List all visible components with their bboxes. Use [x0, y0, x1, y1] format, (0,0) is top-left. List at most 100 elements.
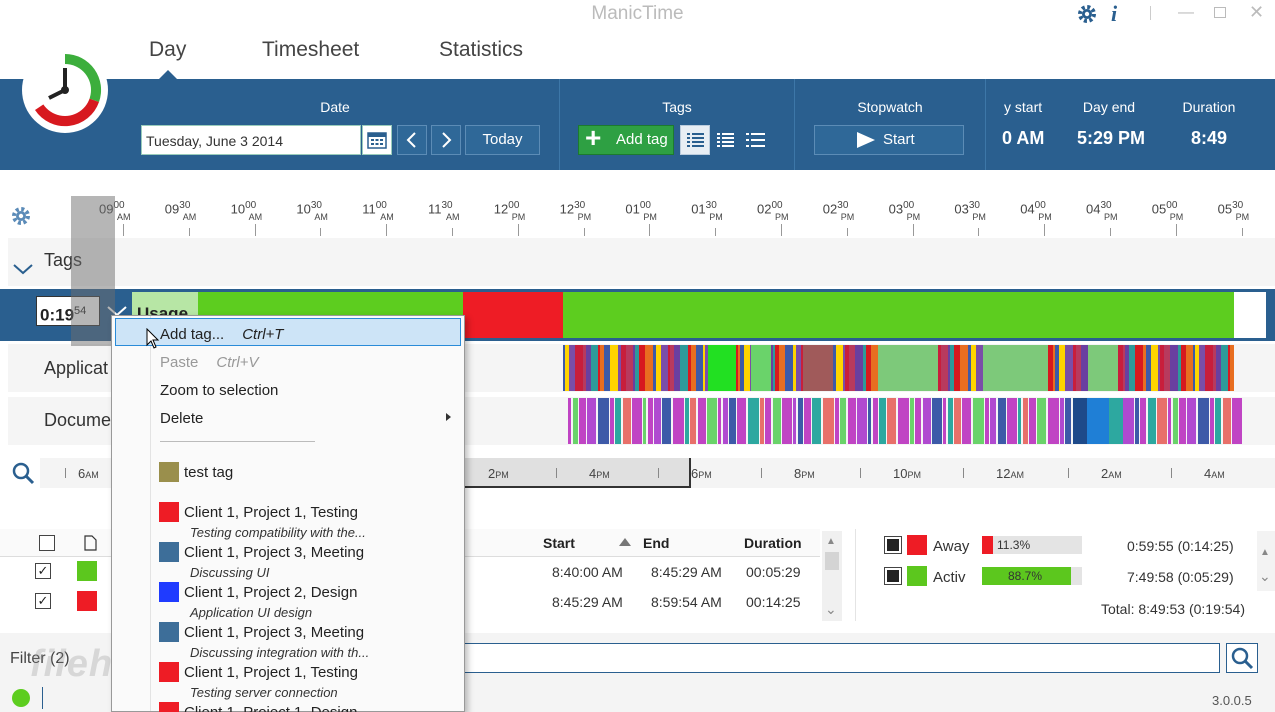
overview-period: AM: [1108, 470, 1122, 480]
application-segment: [1123, 345, 1125, 391]
overview-visible-range[interactable]: [465, 458, 690, 488]
stopwatch-start-label: Start: [883, 131, 915, 148]
menu-tag-item[interactable]: Client 1, Project 2, Design: [184, 584, 358, 601]
menu-item-add-tag[interactable]: Add tag... Ctrl+T: [160, 326, 283, 343]
tick-minute: 00: [245, 200, 257, 211]
tick-hour: 03: [888, 201, 904, 217]
collapse-chevron-icon[interactable]: [12, 262, 34, 276]
tick-minute: 00: [375, 200, 387, 211]
application-segment: [598, 345, 600, 391]
settings-gear-icon[interactable]: [1076, 3, 1098, 25]
tick-hour: 11: [362, 201, 376, 217]
application-segment: [1178, 345, 1181, 391]
applications-bar[interactable]: [563, 345, 1234, 391]
document-segment: [643, 398, 646, 444]
application-segment: [705, 345, 709, 391]
document-segment: [915, 398, 921, 444]
application-segment: [773, 345, 775, 391]
menu-item-zoom-to-selection[interactable]: Zoom to selection: [160, 382, 278, 399]
menu-tag-item[interactable]: Client 1, Project 3, Meeting: [184, 624, 365, 641]
overview-tick-mark: [1068, 468, 1069, 478]
tag-view-simple-icon[interactable]: [742, 125, 770, 155]
application-segment: [696, 345, 703, 391]
scroll-up-arrow-icon[interactable]: ▲: [826, 536, 836, 547]
duration-column-header[interactable]: Duration: [744, 535, 802, 551]
timeline-tick-label: 1000 AM: [231, 200, 263, 222]
overview-tick-mark: [658, 468, 659, 478]
tick-hour: 05: [1217, 201, 1233, 217]
info-icon[interactable]: i: [1111, 1, 1118, 26]
document-icon: [84, 535, 97, 551]
start-column-header[interactable]: Start: [543, 535, 575, 551]
filter-search-button[interactable]: [1226, 643, 1258, 673]
row-checkbox[interactable]: ✓: [35, 563, 51, 579]
tab-day[interactable]: Day: [149, 38, 187, 61]
application-segment: [661, 345, 668, 391]
timeline-tick-mark: [649, 224, 651, 236]
summary-percent-label: 88.7%: [1008, 569, 1043, 583]
overview-search-icon[interactable]: [10, 460, 36, 486]
prev-day-button[interactable]: [397, 125, 427, 155]
document-segment: [623, 398, 631, 444]
tick-period: PM: [1104, 212, 1118, 222]
summary-row-checkbox[interactable]: [884, 536, 902, 554]
end-column-header[interactable]: End: [643, 535, 670, 551]
application-segment: [565, 345, 569, 391]
application-segment: [586, 345, 591, 391]
application-segment: [1151, 345, 1158, 391]
summary-scroll-down-arrow-icon[interactable]: ⌄: [1259, 568, 1271, 584]
menu-tag-item[interactable]: Client 1, Project 1, Design: [184, 704, 357, 712]
documents-bar[interactable]: [568, 398, 1242, 444]
timeline-tick-label: 1100 AM: [362, 200, 394, 222]
menu-tag-item[interactable]: Client 1, Project 1, Testing: [184, 504, 358, 521]
tick-minute: 30: [705, 200, 717, 211]
selection-duration: 0:19: [40, 305, 75, 325]
timeline-tick-label: 0230 PM: [823, 200, 855, 222]
next-day-button[interactable]: [431, 125, 461, 155]
summary-scrollbar[interactable]: [1257, 531, 1275, 591]
application-segment: [583, 345, 586, 391]
close-button[interactable]: ✕: [1249, 2, 1265, 22]
select-all-checkbox[interactable]: [39, 535, 55, 551]
overview-axis-label: 12AM: [996, 466, 1024, 481]
maximize-button[interactable]: [1214, 7, 1226, 18]
overview-period: PM: [495, 470, 509, 480]
today-button[interactable]: Today: [465, 125, 540, 155]
document-segment: [1210, 398, 1214, 444]
menu-item-paste[interactable]: Paste Ctrl+V: [160, 354, 258, 371]
row-end: 8:59:54 AM: [651, 594, 722, 610]
menu-item-delete[interactable]: Delete: [160, 410, 203, 427]
summary-percent-label: 11.3%: [997, 538, 1031, 552]
tab-timesheet[interactable]: Timesheet: [262, 38, 360, 61]
tab-statistics[interactable]: Statistics: [439, 38, 524, 61]
document-segment: [615, 398, 621, 444]
tag-view-compact-icon[interactable]: [712, 125, 740, 155]
menu-tag-description: Application UI design: [190, 605, 313, 620]
timeline-settings-gear-icon[interactable]: [10, 205, 32, 227]
document-segment: [748, 398, 759, 444]
filter-input[interactable]: [460, 643, 1220, 673]
timeline-tick-mark: [715, 228, 717, 236]
menu-tag-item[interactable]: test tag: [184, 464, 234, 481]
menu-tag-item[interactable]: Client 1, Project 3, Meeting: [184, 544, 365, 561]
tick-hour: 01: [691, 201, 706, 217]
scroll-down-arrow-icon[interactable]: ⌄: [825, 601, 837, 617]
row-checkbox[interactable]: ✓: [35, 593, 51, 609]
add-tag-button[interactable]: + Add tag: [578, 124, 674, 155]
menu-tag-item[interactable]: Client 1, Project 1, Testing: [184, 664, 358, 681]
summary-row-checkbox[interactable]: [884, 567, 902, 585]
document-segment: [887, 398, 896, 444]
calendar-icon[interactable]: [362, 125, 392, 155]
scroll-thumb[interactable]: [825, 552, 839, 570]
application-segment: [1195, 345, 1199, 391]
overview-range-edge[interactable]: [689, 458, 691, 488]
stopwatch-start-button[interactable]: Start: [814, 125, 964, 155]
day-start-label: y start: [1004, 99, 1043, 115]
minimize-button[interactable]: —: [1178, 4, 1194, 21]
document-segment: [998, 398, 1006, 444]
date-input[interactable]: Tuesday, June 3 2014: [141, 125, 361, 155]
tag-view-list-icon[interactable]: [680, 125, 710, 155]
summary-scroll-up-arrow-icon[interactable]: ▲: [1260, 547, 1270, 558]
time-selection-overlay[interactable]: [71, 196, 115, 346]
tick-minute: 30: [574, 200, 586, 211]
